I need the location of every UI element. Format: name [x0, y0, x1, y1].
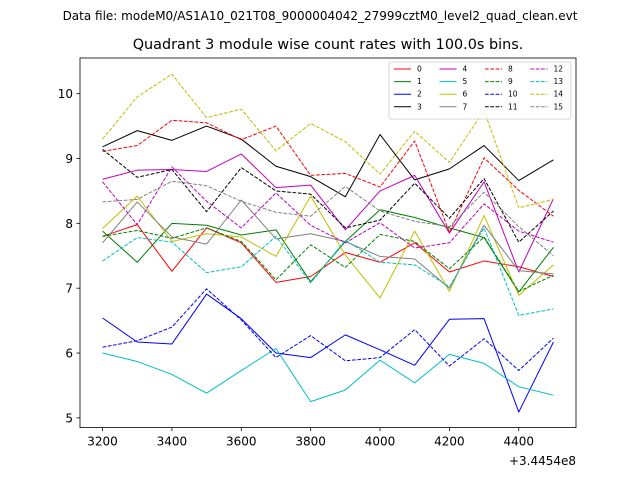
legend-label-13: 13: [554, 77, 564, 86]
legend-label-14: 14: [554, 90, 564, 99]
x-tick-label: 4200: [434, 435, 465, 449]
legend-box: [388, 61, 572, 120]
legend-label-9: 9: [508, 77, 513, 86]
x-axis-ticks: 3200 3400 3600 3800 4000 4200 4400: [87, 427, 534, 449]
legend-label-8: 8: [508, 65, 513, 74]
legend-label-7: 7: [463, 102, 468, 111]
legend-label-0: 0: [417, 65, 422, 74]
y-tick-label: 5: [65, 411, 73, 425]
x-tick-label: 3400: [157, 435, 188, 449]
series-line-2: [102, 293, 554, 413]
x-tick-label: 3200: [87, 435, 118, 449]
legend-label-15: 15: [554, 102, 564, 111]
y-tick-label: 9: [65, 152, 73, 166]
plot-area-frame: [79, 57, 577, 429]
series-line-3: [102, 125, 554, 198]
legend-label-11: 11: [508, 102, 518, 111]
series-line-7: [102, 199, 554, 289]
series-line-8: [102, 119, 554, 233]
legend-label-5: 5: [463, 77, 468, 86]
legend-label-6: 6: [463, 90, 468, 99]
series-line-1: [102, 209, 554, 293]
series-line-6: [102, 195, 554, 299]
chart-title: Quadrant 3 module wise count rates with …: [133, 37, 524, 53]
series-line-12: [102, 166, 554, 249]
y-axis-ticks: 5 6 7 8 9 10: [58, 87, 80, 425]
series-line-0: [102, 224, 554, 283]
series-line-9: [102, 227, 554, 292]
legend-label-2: 2: [417, 90, 422, 99]
y-tick-label: 8: [65, 217, 73, 231]
series-line-5: [102, 347, 554, 403]
legend-label-1: 1: [417, 77, 422, 86]
legend-label-4: 4: [463, 65, 468, 74]
series-lines: [102, 73, 554, 413]
x-tick-label: 4400: [503, 435, 534, 449]
x-axis-offset-label: +3.4454e8: [509, 454, 576, 468]
legend-label-3: 3: [417, 102, 422, 111]
legend-label-12: 12: [554, 65, 564, 74]
data-file-caption: Data file: modeM0/AS1A10_021T08_90000040…: [63, 9, 578, 23]
y-tick-label: 6: [65, 347, 73, 361]
y-tick-label: 7: [65, 282, 73, 296]
x-tick-label: 4000: [365, 435, 396, 449]
legend-label-10: 10: [508, 90, 518, 99]
series-line-11: [102, 149, 554, 243]
y-tick-label: 10: [58, 87, 73, 101]
series-line-4: [102, 153, 554, 273]
x-tick-label: 3800: [295, 435, 326, 449]
series-line-10: [102, 288, 554, 372]
x-tick-label: 3600: [226, 435, 257, 449]
series-line-15: [102, 180, 554, 257]
